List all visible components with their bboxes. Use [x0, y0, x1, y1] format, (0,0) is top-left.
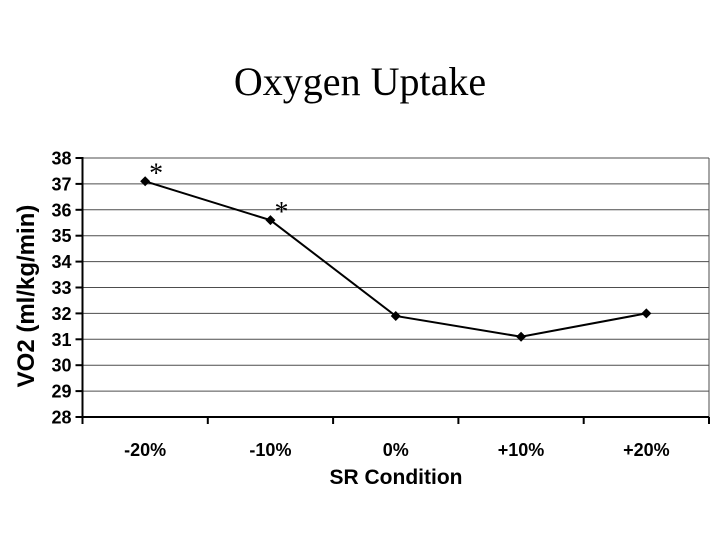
- x-tick-label: +20%: [623, 440, 670, 460]
- chart-title: Oxygen Uptake: [233, 59, 487, 104]
- data-point-marker: [265, 215, 276, 226]
- data-point-marker: [140, 176, 151, 187]
- data-point-marker: [390, 310, 401, 321]
- x-tick-label: -20%: [124, 440, 166, 460]
- y-tick-label: 35: [51, 226, 71, 246]
- significance-asterisk: *: [149, 158, 163, 189]
- x-tick-label: 0%: [383, 440, 409, 460]
- y-tick-label: 31: [51, 330, 71, 350]
- y-tick-label: 33: [51, 278, 71, 298]
- y-tick-label: 34: [51, 252, 71, 272]
- y-tick-label: 37: [51, 174, 71, 194]
- x-tick-label: +10%: [498, 440, 545, 460]
- y-tick-label: 32: [51, 304, 71, 324]
- data-point-marker: [641, 308, 652, 319]
- y-tick-label: 29: [51, 382, 71, 402]
- y-tick-label: 28: [51, 408, 71, 428]
- y-tick-label: 36: [51, 200, 71, 220]
- significance-asterisk: *: [274, 197, 288, 228]
- x-tick-label: -10%: [249, 440, 291, 460]
- data-point-marker: [516, 331, 527, 342]
- y-tick-label: 38: [51, 149, 71, 169]
- y-tick-label: 30: [51, 356, 71, 376]
- x-axis-title: SR Condition: [329, 466, 463, 489]
